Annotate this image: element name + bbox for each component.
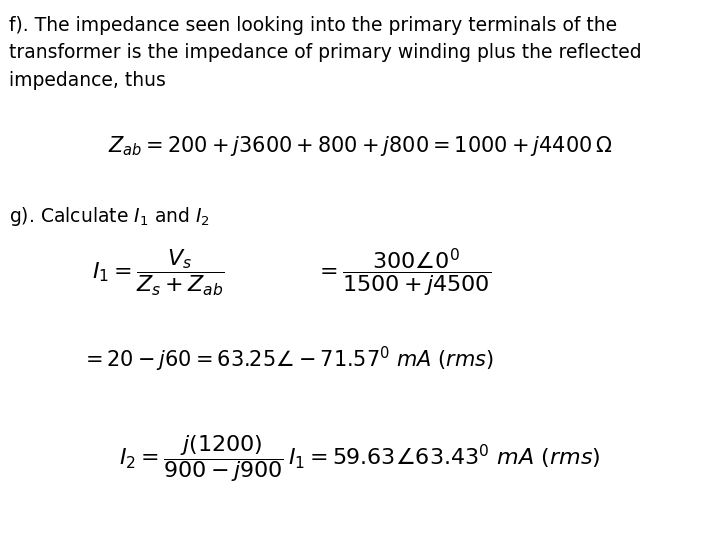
Text: $Z_{ab} = 200 + j3600 + 800 + j800 = 1000 + j4400\,\Omega$: $Z_{ab} = 200 + j3600 + 800 + j800 = 100…	[108, 134, 612, 158]
Text: $= 20 - j60 = 63.25\angle -71.57^{0}\ mA\ (rms)$: $= 20 - j60 = 63.25\angle -71.57^{0}\ mA…	[81, 345, 495, 374]
Text: g). Calculate $I_1$ and $I_2$: g). Calculate $I_1$ and $I_2$	[9, 205, 210, 228]
Text: $I_2 = \dfrac{j(1200)}{900 - j900}\,I_1 = 59.63\angle 63.43^{0}\ mA\ (rms)$: $I_2 = \dfrac{j(1200)}{900 - j900}\,I_1 …	[120, 434, 600, 484]
Text: $= \dfrac{300\angle 0^{0}}{1500 + j4500}$: $= \dfrac{300\angle 0^{0}}{1500 + j4500}…	[315, 247, 491, 299]
Text: $I_1 = \dfrac{V_s}{Z_s + Z_{ab}}$: $I_1 = \dfrac{V_s}{Z_s + Z_{ab}}$	[92, 248, 225, 298]
Text: f). The impedance seen looking into the primary terminals of the
transformer is : f). The impedance seen looking into the …	[9, 16, 642, 90]
